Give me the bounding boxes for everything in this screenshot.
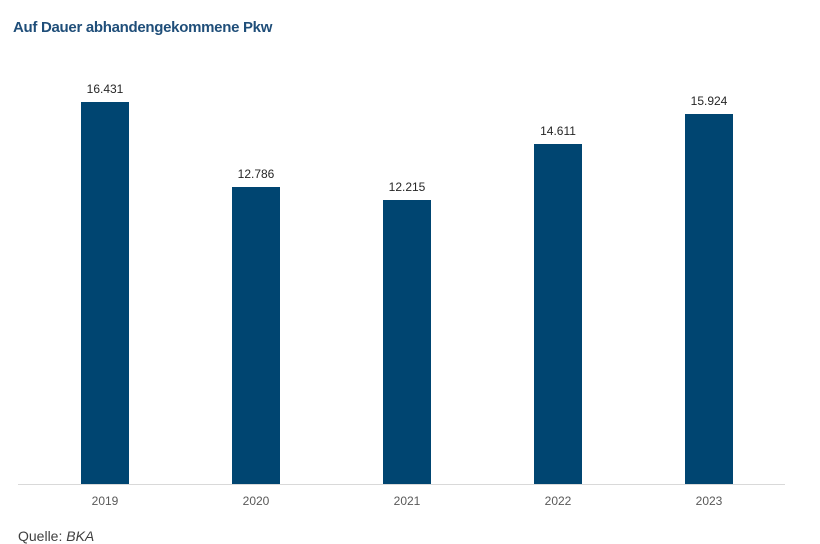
bar-2023 xyxy=(685,114,733,484)
source-label: Quelle: xyxy=(18,528,63,544)
bar-2022 xyxy=(534,144,582,484)
bar-2020 xyxy=(232,187,280,484)
x-tick-2020: 2020 xyxy=(242,494,270,508)
bar-2019 xyxy=(81,102,129,484)
value-label-2019: 16.431 xyxy=(86,82,124,96)
value-label-2021: 12.215 xyxy=(388,180,426,194)
bar-2021 xyxy=(383,200,431,484)
source-note: Quelle: BKA xyxy=(18,528,94,544)
value-label-2020: 12.786 xyxy=(237,167,275,181)
source-value: BKA xyxy=(66,528,95,544)
x-tick-2019: 2019 xyxy=(91,494,119,508)
x-tick-2023: 2023 xyxy=(695,494,723,508)
chart-title: Auf Dauer abhandengekommene Pkw xyxy=(13,19,273,36)
x-tick-2022: 2022 xyxy=(544,494,572,508)
value-label-2023: 15.924 xyxy=(690,94,728,108)
x-tick-2021: 2021 xyxy=(393,494,421,508)
value-label-2022: 14.611 xyxy=(540,124,576,138)
x-axis-line xyxy=(18,484,785,485)
